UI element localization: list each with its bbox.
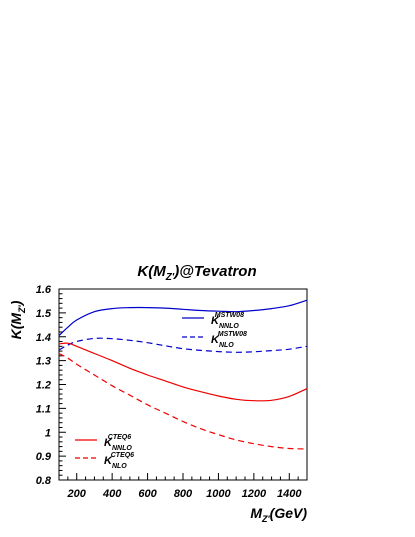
x-tick-label: 400 bbox=[102, 488, 122, 500]
x-tick-label: 1000 bbox=[206, 488, 231, 500]
x-tick-label: 600 bbox=[138, 488, 157, 500]
y-tick-label: 1.1 bbox=[36, 403, 51, 415]
legend-cteq6-nlo: KNLOCTEQ6 bbox=[75, 452, 134, 470]
legend-label-cteq6-nnlo: KNNLOCTEQ6 bbox=[104, 434, 132, 452]
series-line-1 bbox=[58, 337, 308, 353]
axis-ticks bbox=[59, 288, 299, 481]
legend-mstw08-nnlo: KNNLOMSTW08 bbox=[182, 312, 244, 330]
chart-title: K(MZ')@Tevatron bbox=[137, 263, 256, 283]
x-tick-label: 1400 bbox=[277, 488, 302, 500]
x-tick-label: 800 bbox=[174, 488, 193, 500]
x-tick-label: 1200 bbox=[242, 488, 267, 500]
series-line-2 bbox=[58, 342, 308, 402]
y-tick-label: 1.2 bbox=[36, 380, 51, 392]
legend-label-cteq6-nlo: KNLOCTEQ6 bbox=[104, 452, 134, 470]
x-tick-labels: 200 400 600 800 1000 1200 1400 bbox=[67, 488, 303, 500]
series-line-0 bbox=[58, 299, 308, 337]
y-tick-label: 1.6 bbox=[36, 284, 52, 296]
legend-label-mstw08-nlo: KNLOMSTW08 bbox=[211, 331, 247, 349]
legend-label-mstw08-nnlo: KNNLOMSTW08 bbox=[211, 312, 244, 330]
legend-mstw08-nlo: KNLOMSTW08 bbox=[182, 331, 247, 349]
y-tick-label: 1.5 bbox=[36, 308, 52, 320]
x-axis-label: MZ'(GeV) bbox=[250, 505, 307, 524]
y-tick-labels: 0.8 0.9 1 1.1 1.2 1.3 1.4 1.5 1.6 bbox=[36, 284, 52, 487]
y-tick-label: 1 bbox=[45, 427, 51, 439]
y-tick-label: 1.4 bbox=[36, 332, 51, 344]
y-tick-label: 1.3 bbox=[36, 356, 51, 368]
y-tick-label: 0.9 bbox=[36, 451, 52, 463]
y-tick-label: 0.8 bbox=[36, 475, 52, 487]
series-line-3 bbox=[58, 352, 308, 450]
legend-cteq6-nnlo: KNNLOCTEQ6 bbox=[75, 434, 132, 452]
series-lines bbox=[58, 299, 308, 450]
y-axis-label: K(MZ') bbox=[8, 300, 27, 339]
x-tick-label: 200 bbox=[67, 488, 87, 500]
